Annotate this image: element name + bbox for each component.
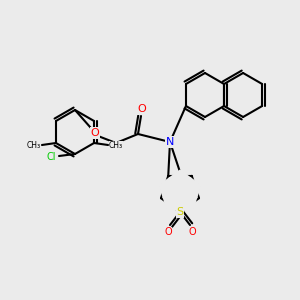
Text: O: O xyxy=(164,227,172,237)
Text: CH₃: CH₃ xyxy=(27,142,41,151)
Text: N: N xyxy=(166,137,174,147)
Text: O: O xyxy=(188,227,196,237)
Text: Cl: Cl xyxy=(46,152,56,162)
Text: O: O xyxy=(91,128,99,138)
Text: CH₃: CH₃ xyxy=(109,142,123,151)
Text: O: O xyxy=(138,104,146,114)
Polygon shape xyxy=(161,172,199,208)
Text: S: S xyxy=(176,207,184,217)
